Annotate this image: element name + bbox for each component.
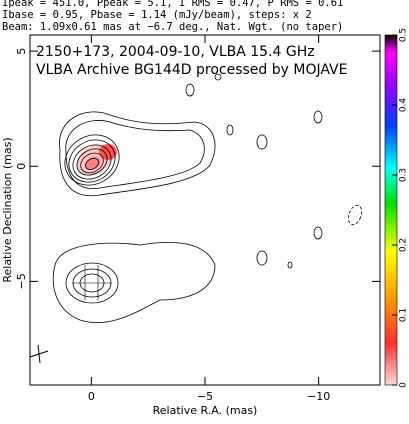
y-tick-label: 5: [15, 48, 28, 55]
x-tick-label: 0: [88, 390, 95, 403]
colorbar-tick-label: 0.2: [399, 238, 409, 252]
x-tick-label: −10: [307, 390, 330, 403]
x-axis-label: Relative R.A. (mas): [153, 404, 258, 417]
y-tick-label: 0: [15, 163, 28, 170]
colorbar-tick-label: 0.5: [399, 28, 409, 42]
colorbar-tick-label: 0.3: [399, 168, 409, 182]
annotation: 2150+173, 2004-09-10, VLBA 15.4 GHz: [36, 44, 315, 60]
contours: [29, 73, 362, 364]
colorbar-tick-label: 0: [399, 382, 409, 388]
y-tick-label: −5: [15, 273, 28, 289]
x-tick-label: −5: [197, 390, 213, 403]
y-axis-label: Relative Declination (mas): [1, 137, 14, 282]
plot-frame: [29, 34, 381, 386]
annotation: VLBA Archive BG144D processed by MOJAVE: [36, 62, 347, 78]
header-line: Ibase = 0.95, Pbase = 1.14 (mJy/beam), s…: [2, 9, 312, 21]
header-line: Ipeak = 451.0, Ppeak = 5.1, I RMS = 0.47…: [2, 0, 343, 9]
header-line: Beam: 1.09x0.61 mas at −6.7 deg., Nat. W…: [2, 21, 343, 33]
colorbar-tick-label: 0.1: [399, 308, 409, 322]
colorbar-tick-label: 0.4: [399, 98, 409, 113]
colorbar: [384, 34, 398, 386]
